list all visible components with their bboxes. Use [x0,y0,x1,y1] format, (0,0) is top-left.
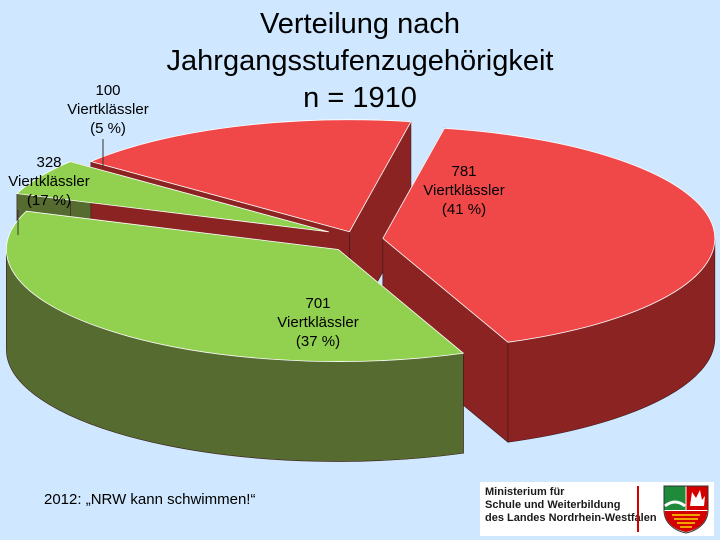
pie-slice-100 [15,161,329,233]
pie-slice-701 [5,210,465,362]
footer-note: 2012: „NRW kann schwimmen!“ [44,491,256,508]
slice-label-328: 328 Viertklässler (17 %) [8,154,90,209]
pie-slice-781 [382,127,716,343]
chart-title-line-2: Jahrgangsstufenzugehörigkeit [166,45,554,77]
slice-label-100: 100 Viertklässler (5 %) [67,82,149,137]
chart-title-line-1: Verteilung nach [260,8,460,40]
ministry-logo: Ministerium für Schule und Weiterbildung… [480,482,714,536]
slice-label-701: 701 Viertklässler (37 %) [277,295,359,350]
nrw-crest-icon [663,485,709,534]
ministry-logo-text: Ministerium für Schule und Weiterbildung… [485,486,657,524]
pie-slice-328 [89,119,412,233]
logo-separator [637,486,639,532]
chart-title-line-3: n = 1910 [303,82,417,114]
chart-title: Verteilung nach Jahrgangsstufenzugehörig… [140,6,580,117]
slice-label-781: 781 Viertklässler (41 %) [423,163,505,218]
